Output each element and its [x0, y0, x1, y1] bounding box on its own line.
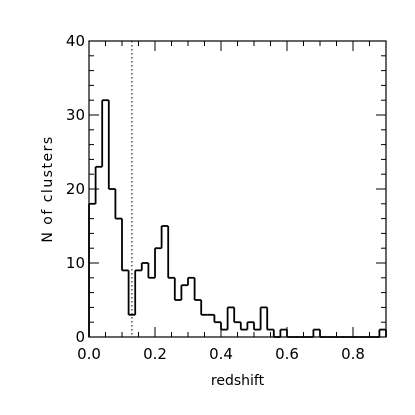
axes: 0.0 0.2 0.4 0.6 0.8 0 10 20 30 40	[66, 32, 386, 363]
x-tick-label: 0.2	[143, 345, 167, 363]
y-tick-label: 10	[66, 254, 85, 272]
x-tick-label: 0.4	[209, 345, 233, 363]
x-axis-label: redshift	[211, 373, 265, 389]
y-axis-label: N of clusters	[40, 135, 56, 242]
x-tick-label: 0.8	[341, 345, 365, 363]
y-tick-label: 30	[66, 106, 85, 124]
y-tick-label: 0	[75, 328, 85, 346]
y-tick-label: 40	[66, 32, 85, 50]
x-tick-label: 0.0	[77, 345, 101, 363]
plot-frame	[89, 41, 386, 337]
x-tick-label: 0.6	[275, 345, 299, 363]
histogram-marks	[89, 41, 386, 337]
y-tick-label: 20	[66, 180, 85, 198]
